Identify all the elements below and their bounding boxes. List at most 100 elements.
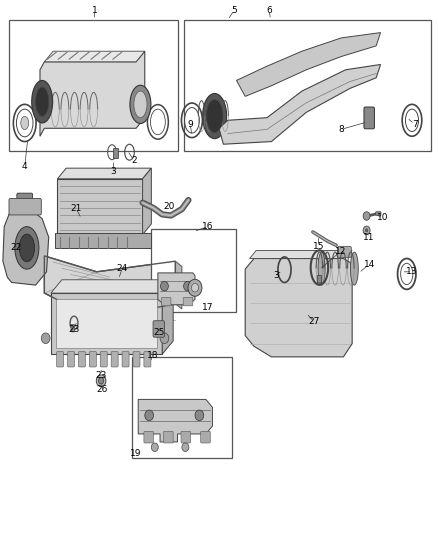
Polygon shape xyxy=(158,273,195,305)
FancyBboxPatch shape xyxy=(144,431,153,443)
Polygon shape xyxy=(51,280,173,293)
Ellipse shape xyxy=(206,100,223,133)
Text: 13: 13 xyxy=(406,268,418,276)
Polygon shape xyxy=(57,168,151,179)
FancyBboxPatch shape xyxy=(71,325,74,332)
Polygon shape xyxy=(219,64,381,144)
FancyBboxPatch shape xyxy=(183,297,193,306)
Text: 25: 25 xyxy=(153,328,164,337)
FancyBboxPatch shape xyxy=(317,276,321,283)
FancyBboxPatch shape xyxy=(57,179,143,235)
Ellipse shape xyxy=(32,80,53,123)
Text: 21: 21 xyxy=(70,204,81,213)
FancyBboxPatch shape xyxy=(184,20,431,151)
Text: 10: 10 xyxy=(377,213,389,222)
Circle shape xyxy=(195,410,204,421)
FancyBboxPatch shape xyxy=(163,431,173,443)
FancyBboxPatch shape xyxy=(133,352,140,367)
Ellipse shape xyxy=(350,252,358,285)
FancyBboxPatch shape xyxy=(132,357,232,458)
Ellipse shape xyxy=(21,116,28,130)
Polygon shape xyxy=(44,256,175,320)
FancyBboxPatch shape xyxy=(161,297,171,306)
FancyBboxPatch shape xyxy=(144,352,151,367)
FancyBboxPatch shape xyxy=(151,229,237,312)
Text: 15: 15 xyxy=(313,242,324,251)
FancyBboxPatch shape xyxy=(122,352,129,367)
FancyBboxPatch shape xyxy=(9,198,41,215)
Polygon shape xyxy=(40,51,145,136)
Polygon shape xyxy=(237,33,381,96)
FancyBboxPatch shape xyxy=(9,20,178,151)
Circle shape xyxy=(145,410,153,421)
Circle shape xyxy=(182,443,189,451)
Circle shape xyxy=(188,279,202,296)
Text: 8: 8 xyxy=(339,125,344,134)
FancyBboxPatch shape xyxy=(153,321,164,337)
FancyBboxPatch shape xyxy=(56,300,157,348)
Ellipse shape xyxy=(99,377,104,384)
Ellipse shape xyxy=(15,227,39,269)
Text: 23: 23 xyxy=(95,371,107,380)
Text: 7: 7 xyxy=(412,119,417,128)
Circle shape xyxy=(191,284,198,292)
FancyBboxPatch shape xyxy=(57,352,64,367)
Polygon shape xyxy=(162,280,173,354)
Text: 26: 26 xyxy=(96,385,108,394)
Circle shape xyxy=(184,281,191,291)
FancyBboxPatch shape xyxy=(17,193,32,212)
Polygon shape xyxy=(245,259,352,357)
FancyBboxPatch shape xyxy=(89,352,96,367)
Circle shape xyxy=(363,226,370,235)
Text: 19: 19 xyxy=(130,449,142,458)
Circle shape xyxy=(365,229,368,232)
FancyBboxPatch shape xyxy=(338,246,351,257)
Text: 12: 12 xyxy=(335,247,346,256)
Ellipse shape xyxy=(203,93,226,139)
Circle shape xyxy=(160,333,169,344)
FancyBboxPatch shape xyxy=(111,352,118,367)
FancyBboxPatch shape xyxy=(67,352,74,367)
FancyBboxPatch shape xyxy=(55,233,151,248)
Text: 16: 16 xyxy=(202,222,214,231)
FancyBboxPatch shape xyxy=(201,431,210,443)
Text: 6: 6 xyxy=(266,6,272,15)
Circle shape xyxy=(151,443,158,451)
Text: 1: 1 xyxy=(92,6,97,15)
Text: 18: 18 xyxy=(147,351,159,360)
Text: 23: 23 xyxy=(68,325,80,334)
Text: 20: 20 xyxy=(163,203,174,212)
Ellipse shape xyxy=(134,91,147,118)
Text: 27: 27 xyxy=(308,317,320,326)
Ellipse shape xyxy=(130,85,151,124)
Ellipse shape xyxy=(35,87,49,116)
Text: 17: 17 xyxy=(202,303,214,312)
Text: 9: 9 xyxy=(187,119,193,128)
Text: 3: 3 xyxy=(110,167,116,176)
FancyBboxPatch shape xyxy=(181,431,191,443)
Ellipse shape xyxy=(318,252,325,285)
FancyBboxPatch shape xyxy=(51,293,162,354)
Ellipse shape xyxy=(19,234,35,262)
FancyBboxPatch shape xyxy=(113,149,119,159)
FancyBboxPatch shape xyxy=(100,352,107,367)
Polygon shape xyxy=(44,51,145,62)
Text: 22: 22 xyxy=(11,243,22,252)
Circle shape xyxy=(160,281,168,291)
Text: 5: 5 xyxy=(231,6,237,15)
Text: 3: 3 xyxy=(273,271,279,279)
Text: 24: 24 xyxy=(117,264,128,273)
FancyBboxPatch shape xyxy=(78,352,85,367)
Ellipse shape xyxy=(96,375,106,386)
Polygon shape xyxy=(3,208,49,285)
Text: 2: 2 xyxy=(131,156,137,165)
Polygon shape xyxy=(143,168,151,235)
Circle shape xyxy=(41,333,50,344)
FancyBboxPatch shape xyxy=(376,212,381,215)
FancyBboxPatch shape xyxy=(364,107,374,129)
Circle shape xyxy=(363,212,370,220)
Text: 11: 11 xyxy=(364,233,375,243)
Polygon shape xyxy=(250,251,352,259)
Text: 14: 14 xyxy=(364,260,375,269)
Text: 4: 4 xyxy=(22,162,28,171)
